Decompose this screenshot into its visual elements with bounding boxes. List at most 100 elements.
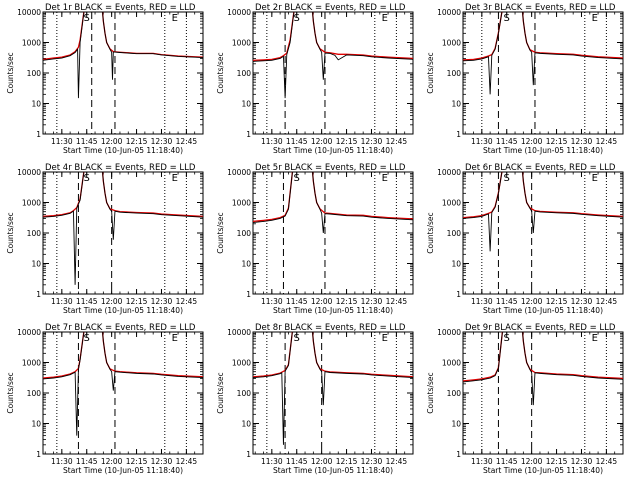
chart-panel: 1 10 100 1000 10000 11:30 11:45 12:00 12:15 12:30… <box>216 3 414 155</box>
series-line-events <box>253 332 413 445</box>
y-tick-label: 10 <box>451 260 461 269</box>
y-tick-label: 1000 <box>232 199 251 208</box>
x-tick-label: 11:45 <box>286 457 308 466</box>
y-tick-label: 10000 <box>437 328 461 337</box>
annotation-label: S <box>84 13 90 24</box>
chart-title: Det 2r BLACK = Events, RED = LLD <box>255 3 406 13</box>
y-tick-label: 10 <box>31 260 41 269</box>
y-tick-label: 100 <box>447 389 462 398</box>
y-tick-label: 10000 <box>17 328 41 337</box>
y-tick-label: 10000 <box>17 168 41 177</box>
x-tick-label: 12:45 <box>596 297 618 306</box>
y-tick-label: 100 <box>27 389 42 398</box>
x-tick-label: 12:15 <box>546 137 568 146</box>
x-tick-label: 11:30 <box>51 137 73 146</box>
x-tick-label: 12:15 <box>126 457 148 466</box>
y-tick-label: 1000 <box>442 39 461 48</box>
chart-panel: 1 10 100 1000 10000 11:30 11:45 12:00 12:15 12:30… <box>6 323 204 475</box>
annotation-label: E <box>382 333 388 344</box>
x-tick-label: 11:30 <box>261 457 283 466</box>
x-tick-label: 12:00 <box>311 137 333 146</box>
y-tick-label: 1000 <box>22 199 41 208</box>
x-tick-label: 12:00 <box>521 297 543 306</box>
x-tick-label: 12:30 <box>361 297 383 306</box>
annotation-label: E <box>592 13 598 24</box>
x-tick-label: 12:45 <box>596 457 618 466</box>
y-axis-label: Counts/sec <box>6 212 15 253</box>
y-tick-label: 100 <box>237 69 252 78</box>
x-tick-label: 12:15 <box>126 297 148 306</box>
x-tick-label: 11:45 <box>496 457 518 466</box>
x-tick-label: 11:30 <box>261 297 283 306</box>
chart-title: Det 9r BLACK = Events, RED = LLD <box>465 323 616 333</box>
y-tick-label: 100 <box>237 389 252 398</box>
chart-panel: 1 10 100 1000 10000 11:30 11:45 12:00 12:15 12:30… <box>426 163 624 315</box>
plot-frame <box>462 11 624 135</box>
annotation-label: E <box>382 13 388 24</box>
y-tick-label: 1 <box>246 290 251 299</box>
x-tick-label: 12:45 <box>176 297 198 306</box>
x-tick-label: 11:30 <box>51 457 73 466</box>
y-axis-label: Counts/sec <box>6 372 15 413</box>
y-axis-label: Counts/sec <box>6 52 15 93</box>
y-tick-label: 10000 <box>227 328 251 337</box>
x-tick-label: 12:30 <box>571 457 593 466</box>
y-tick-label: 1000 <box>442 199 461 208</box>
y-tick-label: 10000 <box>437 8 461 17</box>
x-tick-label: 12:30 <box>151 457 173 466</box>
x-tick-label: 11:45 <box>286 297 308 306</box>
annotation-label: S <box>504 333 510 344</box>
annotation-label: S <box>294 13 300 24</box>
x-axis-label: Start Time (10-Jun-05 11:18:40) <box>483 146 603 155</box>
x-tick-label: 12:45 <box>386 137 408 146</box>
plot-frame <box>42 331 204 455</box>
chart-title: Det 4r BLACK = Events, RED = LLD <box>45 163 196 173</box>
x-tick-label: 12:45 <box>596 137 618 146</box>
y-tick-label: 10000 <box>227 8 251 17</box>
x-tick-label: 12:00 <box>101 137 123 146</box>
chart-title: Det 1r BLACK = Events, RED = LLD <box>45 3 196 13</box>
x-tick-label: 12:30 <box>151 297 173 306</box>
y-tick-label: 10000 <box>437 168 461 177</box>
y-tick-label: 100 <box>447 69 462 78</box>
x-tick-label: 11:45 <box>76 297 98 306</box>
chart-title: Det 5r BLACK = Events, RED = LLD <box>255 163 406 173</box>
x-tick-label: 12:45 <box>176 457 198 466</box>
y-tick-label: 1 <box>246 130 251 139</box>
x-tick-label: 12:00 <box>101 297 123 306</box>
x-tick-label: 12:00 <box>311 457 333 466</box>
chart-panel: 1 10 100 1000 10000 11:30 11:45 12:00 12:15 12:30… <box>6 163 204 315</box>
annotation-label: E <box>592 333 598 344</box>
y-tick-label: 100 <box>447 229 462 238</box>
annotation-label: E <box>382 173 388 184</box>
y-tick-label: 1 <box>456 290 461 299</box>
y-tick-label: 1000 <box>22 359 41 368</box>
annotation-label: E <box>172 333 178 344</box>
x-tick-label: 12:15 <box>546 457 568 466</box>
x-tick-label: 12:15 <box>126 137 148 146</box>
series-line-events <box>463 172 623 252</box>
x-tick-label: 11:45 <box>496 137 518 146</box>
y-tick-label: 1 <box>36 130 41 139</box>
y-tick-label: 10000 <box>17 8 41 17</box>
annotation-label: S <box>294 173 300 184</box>
y-tick-label: 10 <box>31 100 41 109</box>
x-tick-label: 12:45 <box>386 457 408 466</box>
plot-frame <box>42 11 204 135</box>
chart-title: Det 3r BLACK = Events, RED = LLD <box>465 3 616 13</box>
x-axis-label: Start Time (10-Jun-05 11:18:40) <box>63 466 183 475</box>
plot-frame <box>462 331 624 455</box>
x-tick-label: 12:45 <box>176 137 198 146</box>
annotation-label: S <box>294 333 300 344</box>
x-tick-label: 11:45 <box>76 137 98 146</box>
y-tick-label: 1000 <box>232 39 251 48</box>
y-tick-label: 1000 <box>232 359 251 368</box>
y-tick-label: 10 <box>451 420 461 429</box>
plot-frame <box>252 171 414 295</box>
series-line-events <box>253 12 413 99</box>
x-tick-label: 11:45 <box>496 297 518 306</box>
plot-frame <box>252 331 414 455</box>
annotation-label: S <box>84 333 90 344</box>
y-tick-label: 1000 <box>442 359 461 368</box>
x-tick-label: 12:15 <box>336 137 358 146</box>
